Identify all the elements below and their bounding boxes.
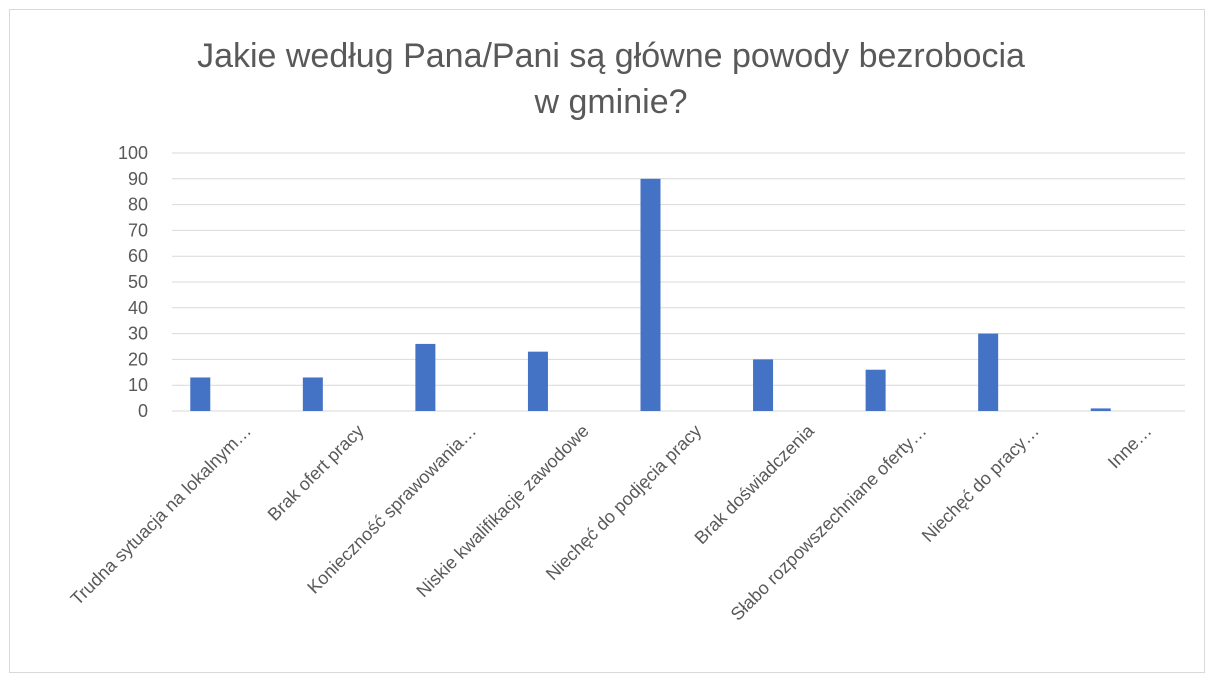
- bar: [302, 377, 323, 411]
- bars: [190, 178, 1111, 411]
- x-category-label: Inne…: [1104, 421, 1156, 473]
- y-tick-label: 60: [128, 246, 148, 266]
- chart-title-line-1: Jakie według Pana/Pani są główne powody …: [197, 37, 1025, 75]
- y-tick-label: 100: [118, 143, 148, 163]
- y-axis-ticks: 0 10 20 30 40 50 60 70 80 90 100: [118, 143, 148, 421]
- bar: [978, 333, 999, 411]
- x-axis-categories: Trudna sytuacja na lokalnym… Brak ofert p…: [67, 420, 1156, 624]
- y-tick-label: 30: [128, 324, 148, 344]
- chart-title-line-2: w gminie?: [533, 83, 687, 121]
- chart-frame: [9, 9, 1205, 673]
- y-tick-label: 20: [128, 349, 148, 369]
- bar: [753, 359, 774, 411]
- bar: [1090, 408, 1111, 411]
- y-tick-label: 0: [138, 401, 148, 421]
- y-tick-label: 70: [128, 220, 148, 240]
- y-tick-label: 80: [128, 195, 148, 215]
- x-category-label: Niechęć do pracy…: [918, 421, 1043, 546]
- y-tick-label: 10: [128, 375, 148, 395]
- x-category-label: Trudna sytuacja na lokalnym…: [67, 421, 255, 609]
- x-category-label: Brak doświadczenia: [691, 420, 819, 548]
- bar: [640, 178, 661, 411]
- bar: [415, 343, 436, 411]
- y-tick-label: 40: [128, 298, 148, 318]
- gridlines: [172, 152, 1185, 412]
- bar: [865, 369, 886, 411]
- y-tick-label: 50: [128, 272, 148, 292]
- x-category-label: Słabo rozpowszechniane oferty…: [727, 421, 931, 625]
- bar: [527, 351, 548, 411]
- bar: [190, 377, 211, 411]
- x-category-label: Brak ofert pracy: [264, 421, 368, 525]
- y-tick-label: 90: [128, 169, 148, 189]
